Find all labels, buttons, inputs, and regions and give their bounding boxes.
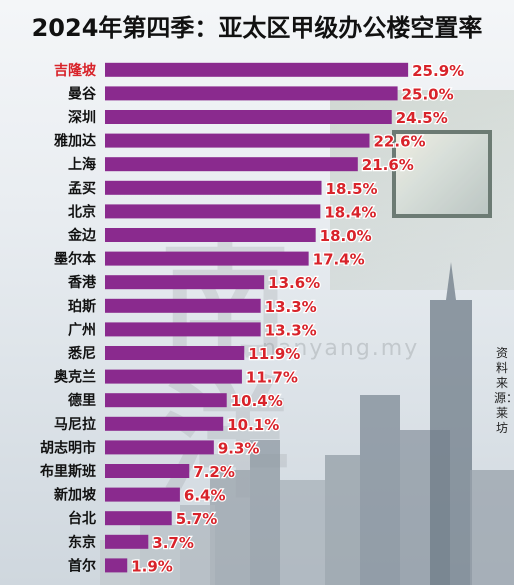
value-label: 13.3% [265, 298, 317, 316]
source-note: 资料来源：莱坊 [494, 346, 514, 435]
category-label: 墨尔本 [54, 251, 97, 268]
category-label: 香港 [67, 274, 97, 291]
value-label: 5.7% [176, 510, 218, 528]
bar [105, 440, 214, 455]
bar [105, 251, 309, 266]
value-label: 1.9% [131, 557, 173, 575]
bar [105, 369, 242, 384]
bar [105, 298, 261, 313]
value-label: 25.0% [402, 85, 454, 103]
skyline-building [250, 440, 280, 585]
bar [105, 511, 172, 526]
category-label: 珀斯 [68, 298, 96, 315]
value-label: 24.5% [396, 109, 448, 127]
category-label: 曼谷 [68, 86, 97, 102]
skyline-building [280, 480, 325, 585]
category-label: 马尼拉 [54, 416, 96, 433]
value-label: 22.6% [374, 133, 426, 151]
value-label: 17.4% [313, 251, 365, 269]
bar [105, 534, 149, 549]
value-label: 21.6% [362, 156, 414, 174]
category-label: 上海 [68, 156, 96, 173]
skyline-building [210, 470, 250, 585]
value-label: 10.1% [227, 416, 279, 434]
bar [105, 393, 227, 408]
value-label: 18.4% [324, 203, 376, 221]
bar [105, 275, 265, 290]
category-label: 胡志明市 [40, 439, 96, 456]
value-label: 9.3% [218, 439, 260, 457]
value-label: 6.4% [184, 487, 226, 505]
bar [105, 346, 245, 360]
category-label: 德里 [68, 392, 96, 409]
category-label: 深圳 [68, 109, 96, 126]
bar [105, 228, 316, 242]
category-label: 金边 [67, 227, 97, 244]
value-label: 7.2% [193, 463, 235, 481]
skyline-building [360, 395, 400, 585]
bar [105, 133, 370, 148]
skyline-spire [446, 262, 456, 300]
category-label: 广州 [68, 321, 96, 338]
value-label: 10.4% [231, 392, 283, 410]
bar [105, 204, 321, 219]
value-label: 13.3% [265, 321, 317, 339]
bar [105, 86, 398, 101]
watermark-url: nanyang.my [262, 336, 420, 361]
category-label: 奥克兰 [54, 369, 96, 386]
category-label: 首尔 [68, 557, 96, 574]
category-label: 吉隆坡 [54, 62, 97, 79]
bar [105, 157, 358, 172]
value-label: 11.9% [248, 345, 300, 363]
chart-title: 2024年第四季：亚太区甲级办公楼空置率 [31, 14, 483, 42]
bar [105, 110, 392, 124]
category-label: 布里斯班 [40, 463, 96, 480]
value-label: 18.5% [326, 180, 378, 198]
value-label: 25.9% [412, 62, 464, 80]
skyline-building [430, 300, 472, 585]
category-label: 台北 [68, 510, 96, 527]
value-label: 11.7% [246, 369, 298, 387]
category-label: 悉尼 [67, 345, 96, 362]
bar [105, 62, 409, 77]
skyline-building [470, 470, 514, 585]
bar [105, 487, 180, 502]
bar [105, 416, 224, 431]
skyline-building [180, 505, 215, 585]
background-window-image [392, 130, 492, 218]
value-label: 3.7% [152, 534, 194, 552]
category-label: 雅加达 [54, 133, 96, 150]
bar [105, 558, 128, 573]
bar [105, 322, 261, 337]
skyline-building [325, 455, 360, 585]
value-label: 18.0% [320, 227, 372, 245]
category-label: 东京 [68, 534, 96, 551]
category-label: 孟买 [68, 181, 96, 197]
value-label: 13.6% [268, 274, 320, 292]
bar [105, 464, 190, 478]
category-label: 北京 [68, 203, 96, 220]
bar [105, 180, 322, 195]
category-label: 新加坡 [54, 487, 97, 504]
